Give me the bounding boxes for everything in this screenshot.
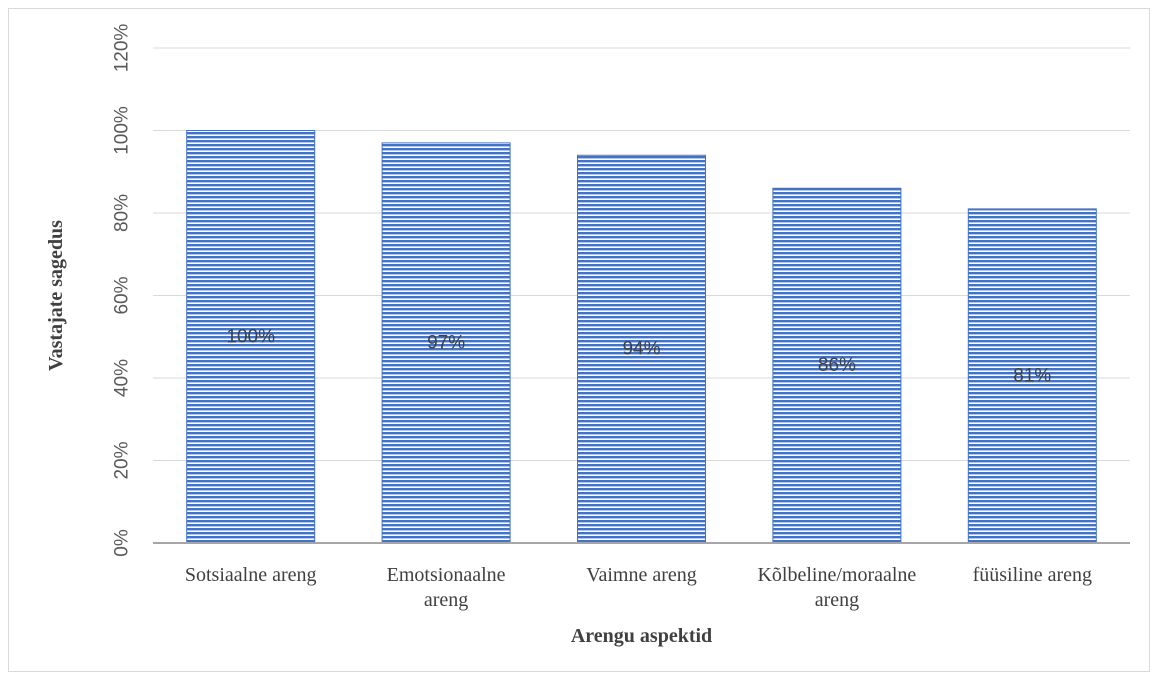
data-label: 97% (427, 332, 465, 353)
y-tick-label: 20% (112, 441, 133, 479)
y-tick-label: 80% (112, 194, 133, 232)
y-axis-title: Vastajate sagedus (45, 220, 67, 371)
y-tick-label: 100% (112, 106, 133, 155)
bar (186, 130, 316, 544)
y-tick-label: 40% (112, 359, 133, 397)
x-category-label: Sotsiaalne areng (185, 564, 317, 586)
bars (186, 130, 1097, 544)
bar (577, 154, 706, 544)
y-axis-ticks: 0% 20% 40% 60% 80% 100% 120% (112, 24, 133, 557)
x-axis-categories: Sotsiaalne areng Emotsionaalne areng Vaimne… (185, 564, 1092, 611)
x-category-label: füüsiline areng (973, 564, 1092, 586)
y-tick-label: 60% (112, 276, 133, 314)
data-label: 81% (1013, 365, 1051, 386)
bar (381, 142, 511, 544)
bar (967, 208, 1097, 544)
y-tick-label: 120% (112, 24, 133, 73)
data-label: 86% (818, 355, 856, 376)
y-tick-label: 0% (112, 529, 133, 557)
x-axis-title: Arengu aspektid (571, 625, 712, 647)
data-label: 94% (622, 339, 660, 360)
x-category-label: Vaimne areng (586, 564, 697, 586)
data-labels: 100% 97% 94% 86% 81% (226, 326, 1051, 386)
bar (772, 187, 902, 544)
x-category-label: Emotsionaalne areng (387, 564, 506, 611)
data-label: 100% (226, 326, 275, 347)
gridlines (153, 47, 1130, 461)
x-category-label: Kõlbeline/moraalne areng (757, 564, 916, 611)
